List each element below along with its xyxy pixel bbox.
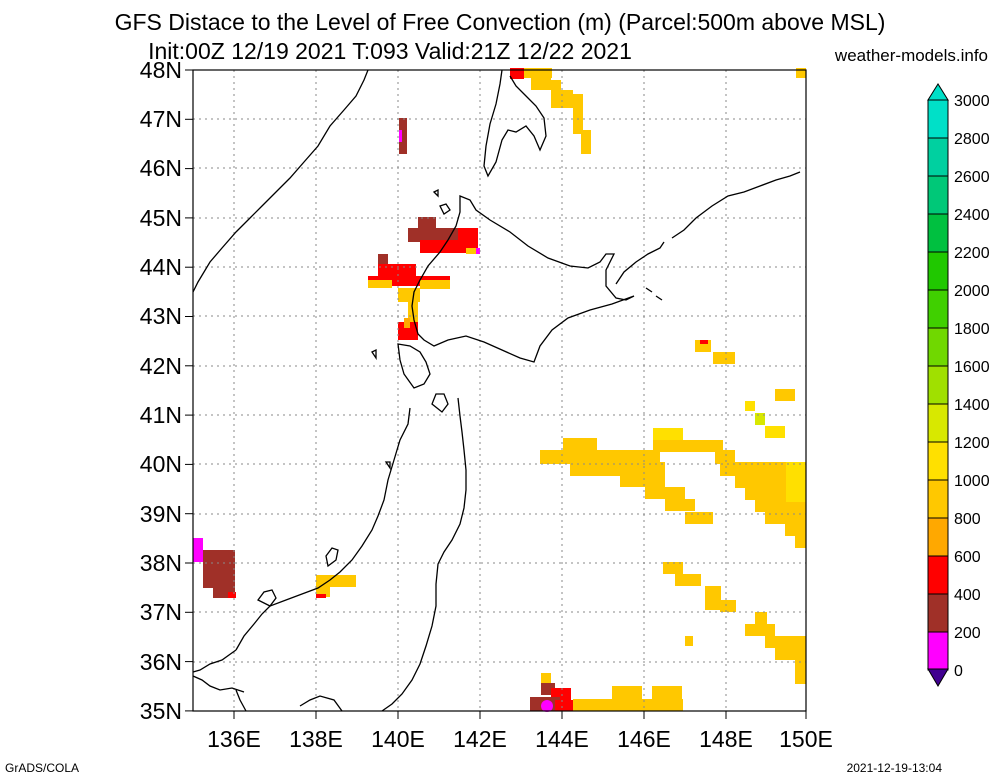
colorbar-cell — [927, 137, 949, 177]
colorbar-cell — [927, 327, 949, 367]
lat-label: 44N — [140, 254, 182, 280]
colorbar-label: 0 — [954, 663, 963, 680]
lon-label: 142E — [453, 726, 507, 752]
lat-label: 36N — [140, 649, 182, 675]
colorbar-cell — [927, 555, 949, 595]
colorbar-label: 2000 — [954, 283, 990, 300]
colorbar-cell — [927, 441, 949, 481]
lat-label: 45N — [140, 205, 182, 231]
lat-label: 46N — [140, 155, 182, 181]
colorbar-label: 600 — [954, 549, 981, 566]
colorbar-cell — [927, 289, 949, 329]
lat-label: 41N — [140, 402, 182, 428]
colorbar-label: 3000 — [954, 93, 990, 110]
lat-label: 35N — [140, 698, 182, 724]
lon-label: 144E — [535, 726, 589, 752]
colorbar-label: 2400 — [954, 207, 990, 224]
lon-label: 136E — [207, 726, 261, 752]
colorbar-label: 2200 — [954, 245, 990, 262]
colorbar-cell — [927, 593, 949, 633]
lon-label: 138E — [289, 726, 343, 752]
colorbar-cell — [927, 99, 949, 139]
lat-label: 43N — [140, 303, 182, 329]
colorbar: 3000 2800 2600 2400 2200 2000 1800 1600 … — [927, 83, 990, 687]
colorbar-cell — [927, 213, 949, 253]
colorbar-label: 1800 — [954, 321, 990, 338]
colorbar-label: 1200 — [954, 435, 990, 452]
colorbar-cell — [927, 251, 949, 291]
lon-label: 140E — [371, 726, 425, 752]
map-gridlines — [193, 70, 806, 711]
lon-label: 148E — [699, 726, 753, 752]
colorbar-label: 2800 — [954, 131, 990, 148]
lat-label: 47N — [140, 106, 182, 132]
lat-label: 48N — [140, 57, 182, 83]
colorbar-cell — [927, 365, 949, 405]
lat-label: 42N — [140, 353, 182, 379]
lon-axis-labels: 136E 138E 140E 142E 144E 146E 148E 150E — [207, 726, 833, 752]
colorbar-label: 200 — [954, 625, 981, 642]
convection-field — [193, 68, 806, 712]
lon-label: 146E — [617, 726, 671, 752]
chart-title: GFS Distace to the Level of Free Convect… — [114, 9, 886, 35]
lat-label: 39N — [140, 501, 182, 527]
colorbar-label: 400 — [954, 587, 981, 604]
colorbar-bottom-arrow — [927, 668, 949, 687]
lat-label: 40N — [140, 451, 182, 477]
map-frame — [192, 69, 807, 712]
footer-credit: GrADS/COLA — [5, 761, 80, 775]
colorbar-cell — [927, 175, 949, 215]
colorbar-cell — [927, 517, 949, 557]
chart-subtitle: Init:00Z 12/19 2021 T:093 Valid:21Z 12/2… — [148, 38, 632, 64]
lat-label: 38N — [140, 550, 182, 576]
colorbar-label: 1000 — [954, 473, 990, 490]
colorbar-label: 2600 — [954, 169, 990, 186]
colorbar-label: 800 — [954, 511, 981, 528]
footer-timestamp: 2021-12-19-13:04 — [846, 761, 942, 775]
lat-axis-labels: 48N 47N 46N 45N 44N 43N 42N 41N 40N 39N … — [140, 57, 182, 724]
site-credit: weather-models.info — [834, 46, 988, 65]
colorbar-label: 1400 — [954, 397, 990, 414]
colorbar-cell — [927, 403, 949, 443]
colorbar-label: 1600 — [954, 359, 990, 376]
colorbar-cell — [927, 631, 949, 671]
coastlines — [192, 69, 801, 712]
colorbar-top-arrow — [927, 83, 949, 101]
lat-label: 37N — [140, 599, 182, 625]
colorbar-cell — [927, 479, 949, 519]
lon-label: 150E — [779, 726, 833, 752]
